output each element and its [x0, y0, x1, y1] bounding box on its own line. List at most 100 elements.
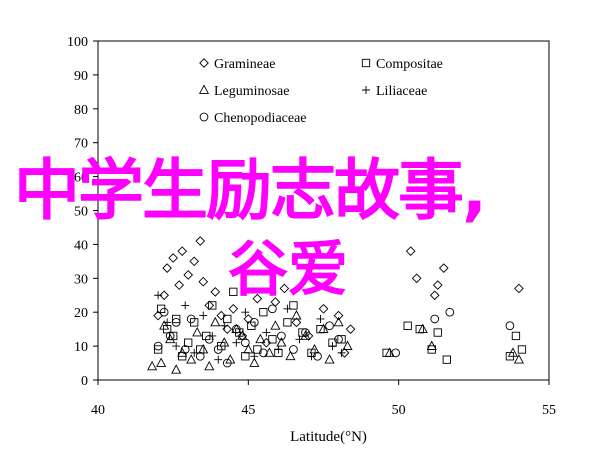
legend-leguminosae-icon — [198, 84, 210, 94]
compositae-point — [190, 318, 199, 327]
chenopodiaceae-point — [249, 318, 259, 327]
leguminosae-point — [171, 364, 182, 374]
leguminosae-point — [204, 360, 215, 371]
gramineae-point — [162, 263, 172, 273]
leguminosae-point — [210, 316, 221, 327]
y-tick-label: 20 — [74, 306, 88, 321]
leguminosae-point — [192, 326, 203, 337]
axes: 0 10 20 30 40 50 60 70 80 90 100 40 45 50 55 Latitude(°… — [67, 35, 556, 445]
liliaceae-point — [190, 348, 199, 357]
y-tick-label: 10 — [74, 340, 88, 355]
liliaceae-point — [172, 342, 181, 351]
liliaceae-point — [220, 321, 229, 330]
gramineae-point — [183, 270, 194, 280]
chenopodiaceae-point — [180, 345, 190, 354]
compositae-point — [259, 308, 268, 317]
gramineae-point — [405, 246, 416, 257]
legend-compositae-icon — [361, 58, 371, 68]
chenopodiaceae-point — [153, 341, 163, 351]
liliaceae-point — [163, 318, 172, 327]
compositae-point — [433, 328, 442, 337]
chenopodiaceae-point — [231, 324, 241, 334]
liliaceae-point — [181, 301, 190, 310]
chenopodiaceae-point — [268, 304, 277, 314]
y-tick-label: 80 — [74, 103, 88, 118]
leguminosae-point — [147, 360, 158, 371]
legend-liliaceae-label: Liliaceae — [376, 84, 427, 99]
y-tick-label: 40 — [74, 238, 88, 253]
compositae-point — [382, 348, 391, 358]
x-tick-label: 45 — [241, 403, 255, 418]
gramineae-point — [279, 283, 290, 294]
compositae-point — [208, 301, 217, 310]
liliaceae-point — [307, 352, 316, 361]
y-tick-label: 30 — [74, 272, 88, 287]
leguminosae-point — [219, 337, 230, 347]
liliaceae-point — [232, 338, 241, 347]
y-tick-label: 0 — [81, 374, 88, 389]
overlay-text-line-1: 中学生励志故事, — [14, 152, 487, 229]
gramineae-point — [438, 263, 449, 273]
legend-gramineae-icon — [199, 58, 209, 68]
liliaceae-point — [199, 311, 208, 320]
y-tick-label: 90 — [74, 69, 88, 84]
gramineae-point — [429, 290, 440, 301]
x-axis-title: Latitude(°N) — [290, 429, 367, 445]
liliaceae-point — [295, 335, 304, 344]
legend-leguminosae-label: Leguminosae — [214, 84, 289, 99]
y-tick-label: 60 — [74, 171, 88, 186]
chenopodiaceae-point — [171, 318, 181, 327]
leguminosae-point — [513, 354, 524, 364]
compositae-point — [223, 314, 232, 324]
compositae-point — [337, 335, 346, 344]
chenopodiaceae-point — [240, 338, 250, 348]
liliaceae-point — [241, 308, 250, 317]
x-tick-label: 55 — [542, 403, 556, 418]
chenopodiaceae-point — [301, 328, 310, 337]
gramineae-point — [204, 300, 215, 311]
leguminosae-point — [426, 340, 437, 350]
liliaceae-point — [337, 348, 346, 357]
compositae-point — [283, 318, 292, 327]
leguminosae-point — [165, 333, 176, 344]
chenopodiaceae-point — [165, 331, 175, 341]
leguminosae-point — [342, 340, 353, 350]
chenopodiaceae-point — [213, 345, 223, 354]
leguminosae-point — [231, 323, 242, 333]
overlay-text-line-2: 谷爱 — [228, 235, 348, 305]
chenopodiaceae-point — [430, 314, 440, 324]
y-tick-label: 50 — [74, 205, 88, 220]
leguminosae-point — [198, 343, 209, 354]
liliaceae-point — [208, 331, 217, 340]
y-tick-label: 100 — [67, 35, 88, 50]
compositae-point — [241, 352, 250, 361]
liliaceae-point — [316, 314, 325, 323]
gramineae-point — [432, 280, 443, 290]
chenopodiaceae-point — [186, 314, 196, 324]
chenopodiaceae-point — [391, 348, 401, 358]
legend-chenopodiaceae-icon — [199, 112, 209, 122]
leguminosae-point — [159, 320, 170, 330]
compositae-point — [153, 345, 163, 354]
y-tick-label: 70 — [74, 137, 88, 152]
leguminosae-point — [249, 357, 260, 367]
leguminosae-point — [300, 330, 311, 340]
compositae-point — [289, 301, 298, 310]
chenopodiaceae-point — [334, 334, 343, 344]
chenopodiaceae-point — [159, 307, 169, 317]
x-tick-label: 40 — [91, 403, 105, 418]
gramineae-point — [189, 256, 200, 267]
leguminosae-point — [255, 333, 266, 344]
gramineae-point — [345, 324, 356, 334]
leguminosae-point — [318, 323, 329, 333]
gramineae-point — [168, 253, 179, 263]
liliaceae-point — [274, 345, 283, 354]
gramineae-point — [291, 317, 302, 328]
liliaceae-point — [154, 291, 163, 300]
liliaceae-point — [262, 328, 271, 337]
chenopodiaceae-point — [259, 348, 268, 358]
gramineae-point — [411, 273, 422, 284]
chenopodiaceae-point — [445, 307, 455, 317]
data-points — [147, 236, 527, 374]
